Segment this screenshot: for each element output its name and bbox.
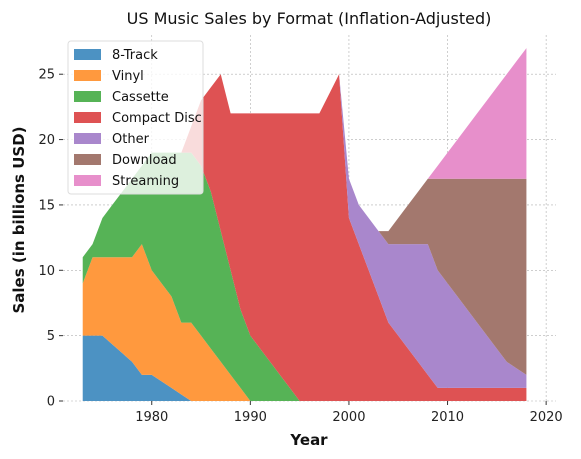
legend-label: Cassette (112, 90, 169, 105)
y-tick-label: 15 (38, 198, 55, 213)
legend-swatch (74, 175, 101, 186)
legend-label: Other (112, 132, 150, 147)
legend-label: Compact Disc (112, 111, 202, 126)
legend-swatch (74, 112, 101, 123)
legend-label: Download (112, 153, 177, 168)
legend-swatch (74, 70, 101, 81)
x-axis-title: Year (289, 431, 328, 449)
axes: 1980 1990 2000 2010 2020 0 5 10 15 20 25 (38, 68, 562, 425)
y-tick-label: 25 (38, 68, 55, 83)
x-tick-label: 2010 (431, 410, 464, 425)
y-tick-label: 20 (38, 133, 55, 148)
x-tick-label: 1990 (234, 410, 267, 425)
area-series-1 (82, 244, 527, 401)
chart-title: US Music Sales by Format (Inflation-Adju… (127, 9, 492, 28)
x-tick-label: 2020 (530, 410, 563, 425)
legend: 8-Track Vinyl Cassette Compact Disc Other Dow… (67, 40, 204, 195)
y-tick-label: 0 (47, 395, 55, 410)
x-tick-label: 1980 (135, 410, 168, 425)
legend-swatch (74, 49, 101, 60)
y-tick-label: 5 (47, 329, 55, 344)
stacked-areas (82, 48, 527, 402)
legend-swatch (74, 154, 101, 165)
x-tick-label: 2000 (332, 410, 365, 425)
area-series-0 (82, 335, 527, 401)
area-series-5 (82, 74, 527, 375)
legend-swatch (74, 91, 101, 102)
legend-swatch (74, 133, 101, 144)
area-series-3 (82, 74, 527, 402)
legend-label: Vinyl (112, 69, 144, 84)
y-axis-title: Sales (in billions USD) (10, 126, 28, 313)
area-series-2 (82, 152, 527, 401)
area-series-4 (82, 74, 527, 388)
legend-box (67, 40, 204, 195)
y-tick-label: 10 (38, 264, 55, 279)
legend-label: Streaming (112, 174, 179, 189)
legend-label: 8-Track (112, 48, 158, 63)
